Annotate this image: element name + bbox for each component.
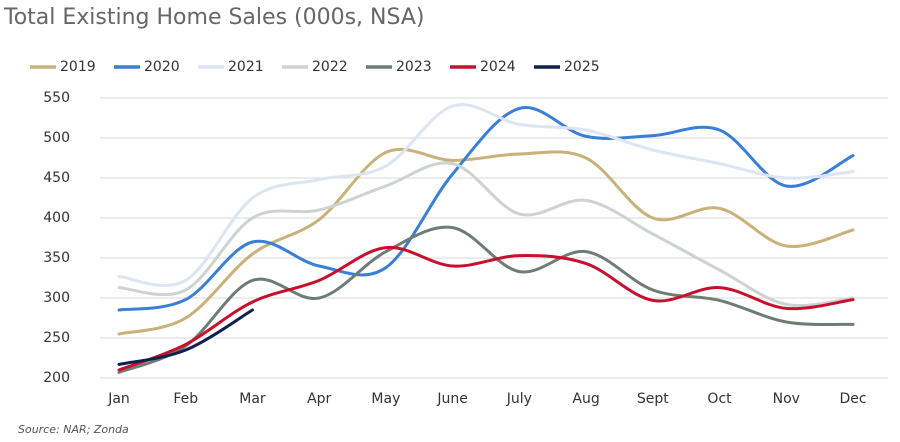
chart-title: Total Existing Home Sales (000s, NSA) (3, 5, 425, 30)
line-series (117, 246, 855, 372)
y-tick-label: 350 (43, 250, 70, 266)
line-series (117, 106, 855, 312)
x-tick-label: Aug (572, 391, 599, 407)
line-series (117, 161, 855, 308)
line-series (117, 308, 254, 366)
y-tick-label: 500 (43, 130, 70, 146)
x-tick-label: May (371, 391, 400, 407)
y-tick-label: 200 (43, 370, 70, 386)
source-note: Source: NAR; Zonda (18, 423, 129, 436)
legend-label: 2021 (228, 59, 264, 75)
y-tick-label: 250 (43, 330, 70, 346)
legend-label: 2024 (480, 59, 516, 75)
x-tick-label: Feb (173, 391, 198, 407)
x-tick-label: Jan (107, 391, 130, 407)
x-tick-label: Apr (307, 391, 331, 407)
x-tick-label: Mar (239, 391, 266, 407)
legend-label: 2025 (564, 59, 600, 75)
legend-label: 2023 (396, 59, 432, 75)
y-tick-label: 450 (43, 170, 70, 186)
y-tick-label: 550 (43, 90, 70, 106)
line-series (117, 103, 855, 287)
x-tick-label: Dec (839, 391, 866, 407)
line-series (117, 147, 855, 336)
x-tick-label: June (436, 391, 468, 407)
x-tick-label: July (506, 391, 532, 407)
y-tick-label: 300 (43, 290, 70, 306)
line-series (117, 225, 855, 374)
y-tick-label: 400 (43, 210, 70, 226)
legend-label: 2020 (144, 59, 180, 75)
legend-label: 2019 (60, 59, 96, 75)
x-tick-label: Nov (773, 391, 800, 407)
legend-label: 2022 (312, 59, 348, 75)
x-tick-label: Oct (707, 391, 732, 407)
x-tick-label: Sept (637, 391, 669, 407)
